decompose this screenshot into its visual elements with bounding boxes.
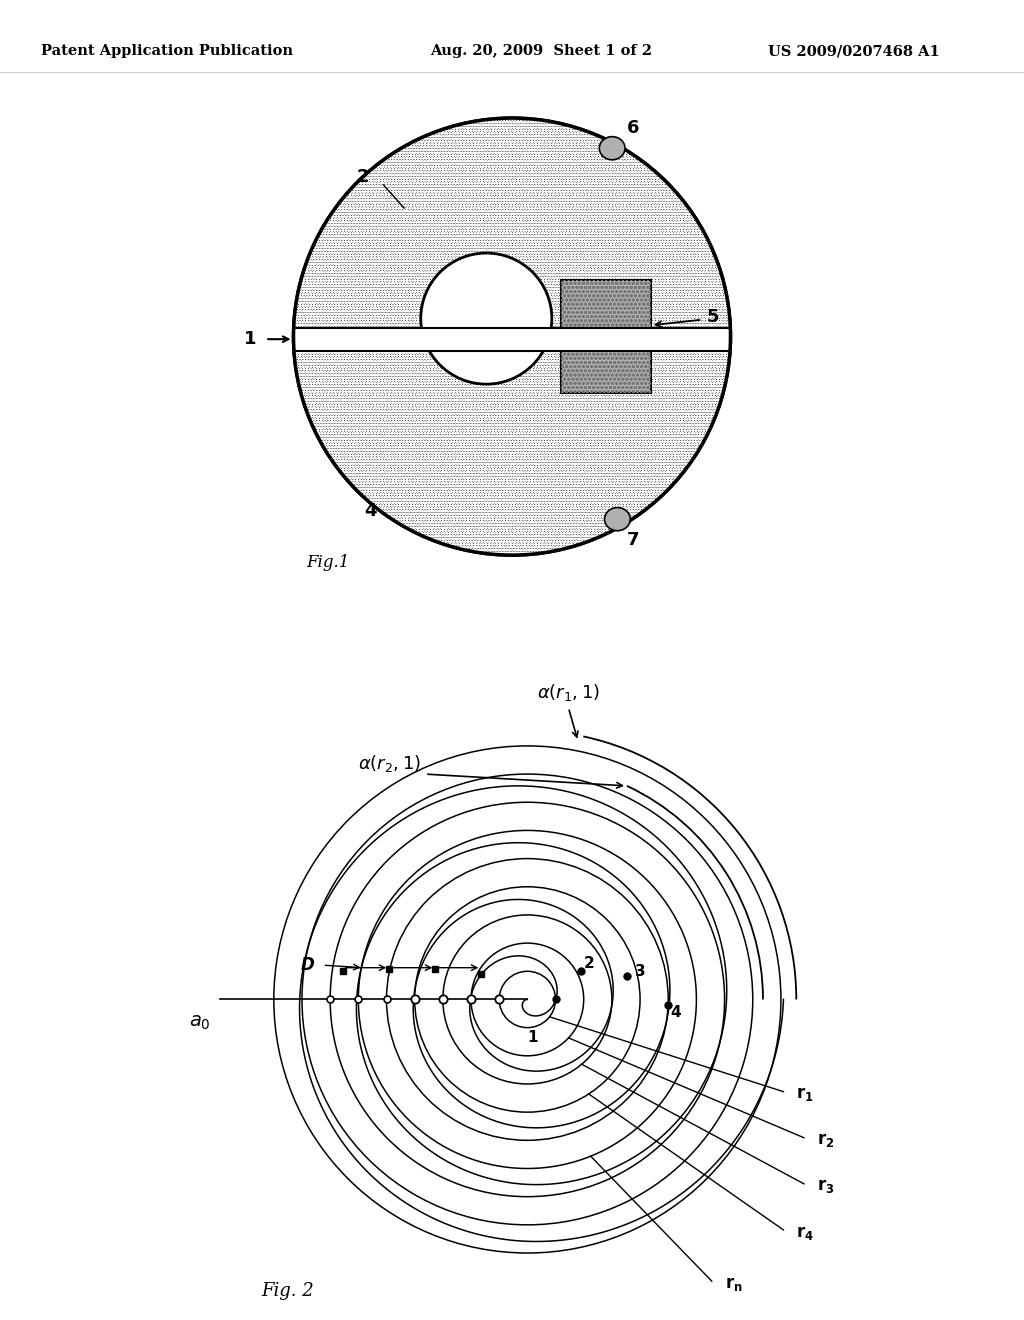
Text: 2: 2 bbox=[584, 956, 594, 972]
Text: 6: 6 bbox=[627, 119, 639, 137]
Text: $\mathbf{r_4}$: $\mathbf{r_4}$ bbox=[797, 1224, 814, 1242]
Text: $\mathbf{r_1}$: $\mathbf{r_1}$ bbox=[797, 1085, 814, 1104]
Text: US 2009/0207468 A1: US 2009/0207468 A1 bbox=[768, 45, 940, 58]
Circle shape bbox=[421, 253, 552, 384]
Text: 1: 1 bbox=[244, 330, 256, 348]
Text: 4: 4 bbox=[671, 1005, 681, 1020]
Text: 5: 5 bbox=[707, 309, 719, 326]
Text: $\mathbf{r_n}$: $\mathbf{r_n}$ bbox=[725, 1275, 742, 1292]
Text: Aug. 20, 2009  Sheet 1 of 2: Aug. 20, 2009 Sheet 1 of 2 bbox=[430, 45, 652, 58]
Text: Patent Application Publication: Patent Application Publication bbox=[41, 45, 293, 58]
Text: Fig. 2: Fig. 2 bbox=[261, 1283, 313, 1300]
Ellipse shape bbox=[604, 508, 630, 531]
Bar bbox=[561, 280, 651, 393]
Text: 2: 2 bbox=[356, 168, 370, 186]
Text: $\mathbf{r_2}$: $\mathbf{r_2}$ bbox=[817, 1131, 835, 1150]
Text: $\mathbf{r_3}$: $\mathbf{r_3}$ bbox=[817, 1177, 835, 1196]
Bar bbox=[294, 327, 730, 351]
Circle shape bbox=[294, 117, 730, 556]
Text: $\alpha(r_2,1)$: $\alpha(r_2,1)$ bbox=[357, 754, 421, 775]
Text: 3: 3 bbox=[635, 964, 645, 979]
Ellipse shape bbox=[599, 137, 625, 160]
Text: D: D bbox=[300, 956, 314, 974]
Bar bbox=[561, 280, 651, 393]
Text: 1: 1 bbox=[527, 1031, 538, 1045]
Text: 4: 4 bbox=[365, 503, 377, 520]
Text: $\alpha(r_1,1)$: $\alpha(r_1,1)$ bbox=[537, 681, 600, 702]
Text: $\mathit{a}_0$: $\mathit{a}_0$ bbox=[188, 1012, 210, 1032]
Text: Fig.1: Fig.1 bbox=[306, 554, 350, 572]
Text: 3: 3 bbox=[485, 305, 498, 322]
Text: 7: 7 bbox=[627, 531, 639, 549]
